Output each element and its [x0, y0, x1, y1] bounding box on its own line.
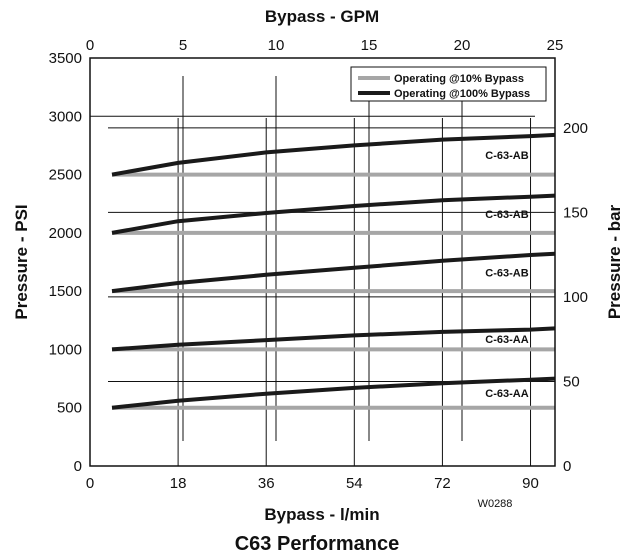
y-left-tick-0: 0: [74, 458, 82, 475]
y-right-tick-0: 0: [563, 458, 571, 475]
x-bottom-tick-90: 90: [522, 475, 539, 492]
curve-label-2500: C-63-AB: [485, 150, 528, 162]
series-10pct-group: [112, 172, 555, 410]
y-right-tick-100: 100: [563, 289, 588, 306]
curve-label-1000: C-63-AA: [485, 334, 528, 346]
x-bottom-axis-title: Bypass - l/min: [264, 505, 379, 524]
x-top-tick-15: 15: [361, 37, 378, 54]
x-top-tick-10: 10: [268, 37, 285, 54]
y-left-tick-1500: 1500: [49, 283, 82, 300]
x-bottom-tick-72: 72: [434, 475, 451, 492]
x-top-tick-0: 0: [86, 37, 94, 54]
curve-labels: C-63-AB C-63-AB C-63-AB C-63-AA C-63-AA: [485, 150, 528, 400]
plot-frame: [89, 57, 556, 467]
legend-box: [350, 66, 547, 102]
curve-label-500: C-63-AA: [485, 388, 528, 400]
x-bottom-tick-0: 0: [86, 475, 94, 492]
x-top-tick-20: 20: [454, 37, 471, 54]
legend-label-10pct: Operating @10% Bypass: [394, 73, 524, 85]
y-left-tick-2000: 2000: [49, 225, 82, 242]
y-right-tick-50: 50: [563, 373, 580, 390]
curve-label-1500: C-63-AB: [485, 267, 528, 279]
y-left-tick-2500: 2500: [49, 167, 82, 184]
y-right-axis-title: Pressure - bar: [605, 204, 624, 319]
y-left-tick-3500: 3500: [49, 50, 82, 67]
y-right-tick-200: 200: [563, 120, 588, 137]
y-left-tick-3000: 3000: [49, 108, 82, 125]
legend-label-100pct: Operating @100% Bypass: [394, 88, 530, 100]
x-bottom-tick-54: 54: [346, 475, 363, 492]
series-100pct-1500: [111, 251, 556, 294]
chart-title: C63 Performance: [235, 533, 400, 555]
series-100pct-group: [111, 132, 556, 410]
x-top-tick-5: 5: [179, 37, 187, 54]
y-left-axis-title: Pressure - PSI: [12, 204, 31, 319]
legend: Operating @10% Bypass Operating @100% By…: [350, 66, 547, 102]
figure-code: W0288: [478, 498, 513, 510]
series-100pct-2500: [111, 132, 556, 177]
series-100pct-1000: [111, 326, 556, 352]
tick-labels: 0 5 10 15 20 250 18 36 54 72 900500100015002000250…: [49, 37, 588, 492]
y-left-tick-1000: 1000: [49, 341, 82, 358]
x-bottom-tick-36: 36: [258, 475, 275, 492]
curve-label-2000: C-63-AB: [485, 209, 528, 221]
x-top-axis-title: Bypass - GPM: [265, 7, 379, 26]
series-100pct-2000: [111, 193, 556, 235]
series-100pct-500: [111, 376, 556, 410]
y-right-tick-150: 150: [563, 204, 588, 221]
y-left-tick-500: 500: [57, 400, 82, 417]
x-top-tick-25: 25: [547, 37, 564, 54]
x-bottom-tick-18: 18: [170, 475, 187, 492]
